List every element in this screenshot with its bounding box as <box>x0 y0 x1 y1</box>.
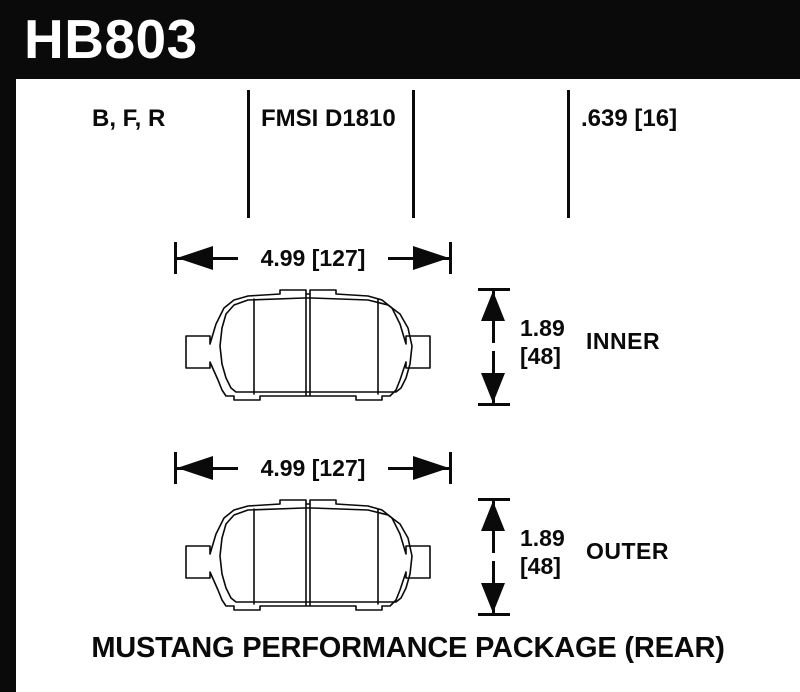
width-dimension-label: 4.99 [127] <box>238 244 388 272</box>
brake-pad-drawing-inner <box>178 288 454 406</box>
brake-pad-outline-icon <box>185 499 431 611</box>
arrowhead-right-icon <box>413 456 449 480</box>
part-number: HB803 <box>24 8 198 70</box>
arrowhead-up-icon <box>481 501 505 531</box>
extension-tick-top <box>478 288 510 291</box>
brake-pad-outline-icon <box>185 289 431 401</box>
spec-divider-1 <box>247 90 250 218</box>
extension-tick-left <box>174 452 177 484</box>
width-dimension-outer: 4.99 [127] <box>174 448 452 488</box>
pad-block-inner: 4.99 [127] <box>16 232 800 432</box>
extension-tick-top <box>478 498 510 501</box>
arrowhead-left-icon <box>177 456 213 480</box>
arrowhead-up-icon <box>481 291 505 321</box>
pad-position-label-inner: INNER <box>586 328 661 354</box>
extension-tick-right <box>449 452 452 484</box>
dimension-shaft-left <box>177 257 261 260</box>
pad-thickness: .639 [16] <box>581 105 678 132</box>
dimension-shaft-left <box>177 467 261 470</box>
arrowhead-down-icon <box>481 373 505 403</box>
height-value-metric: [48] <box>520 343 561 369</box>
spec-divider-2 <box>412 90 415 218</box>
dimension-shaft-right <box>365 467 449 470</box>
width-dimension-inner: 4.99 [127] <box>174 238 452 278</box>
dimension-shaft-right <box>365 257 449 260</box>
height-value: 1.89 <box>520 525 565 551</box>
application-caption: MUSTANG PERFORMANCE PACKAGE (REAR) <box>91 632 725 664</box>
left-border-rail <box>0 79 16 692</box>
width-dimension-label: 4.99 [127] <box>238 454 388 482</box>
extension-tick-bottom <box>478 403 510 406</box>
header-band <box>0 0 800 79</box>
extension-tick-right <box>449 242 452 274</box>
extension-tick-left <box>174 242 177 274</box>
compound-codes: B, F, R <box>92 105 166 132</box>
spec-row: B, F, R FMSI D1810 .639 [16] <box>16 79 800 224</box>
height-value: 1.89 <box>520 315 565 341</box>
fmsi-number: FMSI D1810 <box>261 105 396 132</box>
pad-position-label-outer: OUTER <box>586 538 669 564</box>
arrowhead-left-icon <box>177 246 213 270</box>
height-dimension-inner <box>478 288 510 406</box>
height-dimension-label-outer: 1.89 [48] <box>520 524 565 580</box>
brake-pad-drawing-outer <box>178 498 454 616</box>
height-dimension-outer <box>478 498 510 616</box>
arrowhead-down-icon <box>481 583 505 613</box>
extension-tick-bottom <box>478 613 510 616</box>
height-value-metric: [48] <box>520 553 561 579</box>
pad-block-outer: 4.99 [127] 1.89 <box>16 442 800 642</box>
arrowhead-right-icon <box>413 246 449 270</box>
height-dimension-label-inner: 1.89 [48] <box>520 314 565 370</box>
spec-divider-3 <box>567 90 570 218</box>
